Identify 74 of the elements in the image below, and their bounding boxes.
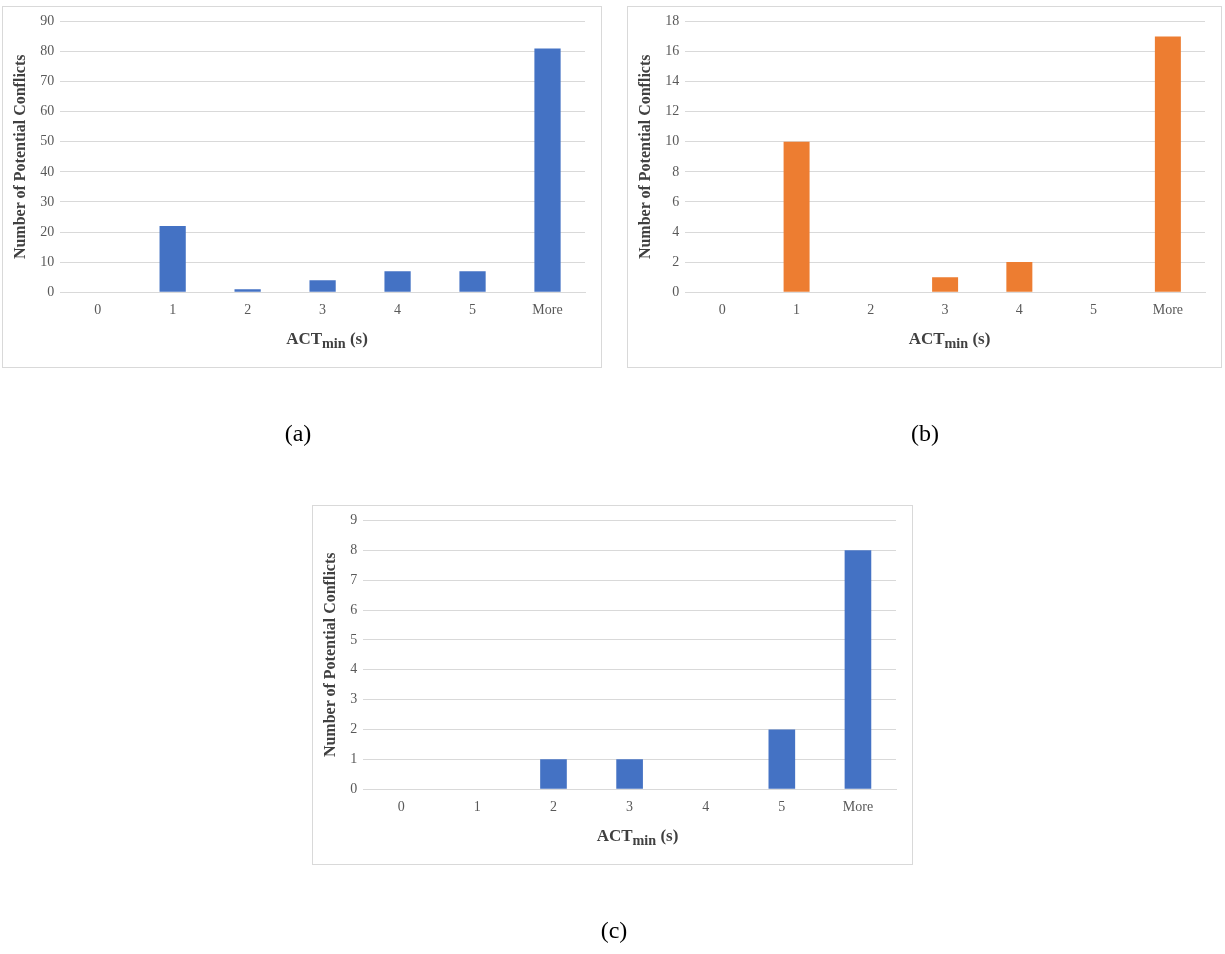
y-tick-label: 16: [665, 43, 680, 59]
bar: [459, 271, 486, 292]
x-tick-label: 2: [549, 799, 557, 815]
text: (b): [910, 420, 940, 447]
x-tick-label: 4: [394, 302, 402, 318]
y-axis-title: Number of Potential Conflicts: [635, 54, 653, 260]
x-tick-label: 4: [1015, 302, 1023, 318]
y-tick-label: 8: [672, 163, 680, 179]
x-axis-title: ACT$_{min}$ (s): [595, 826, 680, 850]
x-tick-label: 5: [778, 799, 786, 815]
y-tick-label: 60: [40, 103, 55, 119]
y-tick-label: 10: [665, 133, 680, 149]
bar: [768, 729, 796, 789]
x-tick-label: 1: [169, 302, 177, 318]
y-tick-label: 7: [350, 571, 358, 587]
y-tick-label: 40: [40, 163, 55, 179]
x-tick-label: 0: [718, 302, 726, 318]
y-tick-label: 0: [47, 283, 55, 299]
x-tick-label: More: [842, 799, 874, 815]
bar: [234, 289, 261, 292]
y-tick-label: 80: [40, 43, 55, 59]
x-tick-label: More: [532, 302, 563, 318]
y-tick-label: 5: [350, 631, 358, 647]
bar: [1154, 36, 1181, 292]
bar: [932, 277, 959, 292]
y-tick-label: 6: [672, 193, 680, 209]
x-tick-label: 5: [469, 302, 477, 318]
bar: [844, 550, 872, 789]
x-tick-label: 0: [94, 302, 102, 318]
y-tick-label: 14: [665, 73, 680, 89]
x-tick-label: 0: [397, 799, 405, 815]
y-tick-label: 20: [40, 223, 55, 239]
y-axis-title: Number of Potential Conflicts: [10, 54, 28, 260]
y-axis-title: Number of Potential Conflicts: [320, 552, 338, 758]
x-tick-label: 3: [626, 799, 634, 815]
y-tick-label: 9: [350, 512, 358, 528]
x-tick-label: 5: [1090, 302, 1098, 318]
y-tick-label: 2: [350, 721, 358, 737]
x-tick-label: 3: [319, 302, 327, 318]
y-tick-label: 12: [665, 103, 680, 119]
x-axis-title: ACT$_{min}$ (s): [285, 329, 369, 353]
x-tick-label: 3: [941, 302, 949, 318]
x-tick-label: 2: [244, 302, 252, 318]
y-tick-label: 18: [665, 13, 680, 29]
y-tick-label: 2: [672, 253, 680, 269]
y-tick-label: 0: [350, 780, 358, 796]
x-tick-label: 2: [867, 302, 875, 318]
y-tick-label: 0: [672, 283, 680, 299]
y-tick-label: 4: [350, 661, 358, 677]
y-tick-label: 30: [40, 193, 55, 209]
text: (c): [599, 917, 629, 944]
bar: [540, 759, 567, 789]
bar: [783, 141, 810, 292]
x-tick-label: More: [1152, 302, 1184, 318]
bar: [309, 280, 336, 292]
bar: [384, 271, 411, 292]
y-tick-label: 90: [40, 13, 55, 29]
y-tick-label: 6: [350, 601, 358, 617]
y-tick-label: 50: [40, 133, 55, 149]
y-tick-label: 1: [350, 751, 358, 767]
x-tick-label: 4: [702, 799, 710, 815]
x-tick-label: 1: [793, 302, 801, 318]
y-tick-label: 3: [350, 691, 358, 707]
bar: [1006, 262, 1033, 292]
y-tick-label: 4: [672, 223, 680, 239]
x-axis-title: ACT$_{min}$ (s): [907, 329, 992, 353]
bar: [616, 759, 643, 789]
y-tick-label: 70: [40, 73, 55, 89]
y-tick-label: 10: [40, 253, 55, 269]
y-tick-label: 8: [350, 541, 358, 557]
bar: [159, 226, 186, 292]
bar: [534, 48, 561, 292]
x-tick-label: 1: [473, 799, 481, 815]
text: (a): [283, 420, 313, 447]
